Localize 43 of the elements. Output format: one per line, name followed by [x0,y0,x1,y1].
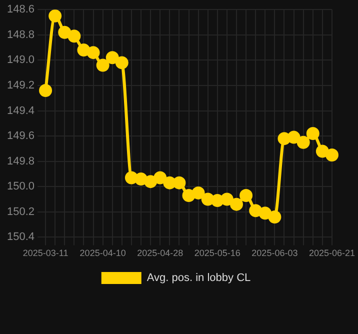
point [182,188,196,202]
point [240,188,253,202]
point [115,56,128,70]
point [86,46,100,60]
y-tick-label: 149.0 [6,54,35,66]
y-tick-label: 150.2 [6,206,35,218]
x-tick-label: 2025-03-11 [22,248,68,258]
point [230,198,243,211]
point [77,44,90,57]
y-tick-label: 150.4 [6,231,35,244]
y-tick-label: 148.8 [6,28,35,41]
point [210,194,224,208]
x-tick-label: 2025-04-10 [80,248,126,258]
point [268,210,282,224]
point [68,30,81,43]
point [306,127,320,140]
point [58,26,72,39]
point [287,130,300,144]
y-tick-label: 149.6 [6,130,35,142]
point [296,136,310,149]
point [258,206,272,220]
x-tick-label: 2025-05-16 [194,248,240,258]
point [144,175,158,188]
point [134,172,148,186]
y-tick-label: 149.2 [6,80,35,92]
y-tick-label: 149.8 [6,155,35,168]
point [48,10,62,22]
point [96,58,110,72]
x-tick-label: 2025-04-28 [137,248,184,258]
point [172,176,186,190]
point [316,144,329,158]
point [106,51,119,64]
point [220,192,234,206]
y-tick-label: 148.6 [6,4,35,16]
legend-label: Avg. pos. in lobby CL [146,272,251,284]
point [325,148,338,162]
y-tick-label: 150.0 [6,180,35,193]
x-tick-label: 2025-06-03 [252,248,298,258]
point [154,171,167,184]
y-tick-label: 149.4 [6,104,35,117]
point [192,186,205,200]
point [249,204,262,218]
x-tick-label: 2025-06-21 [308,248,356,258]
